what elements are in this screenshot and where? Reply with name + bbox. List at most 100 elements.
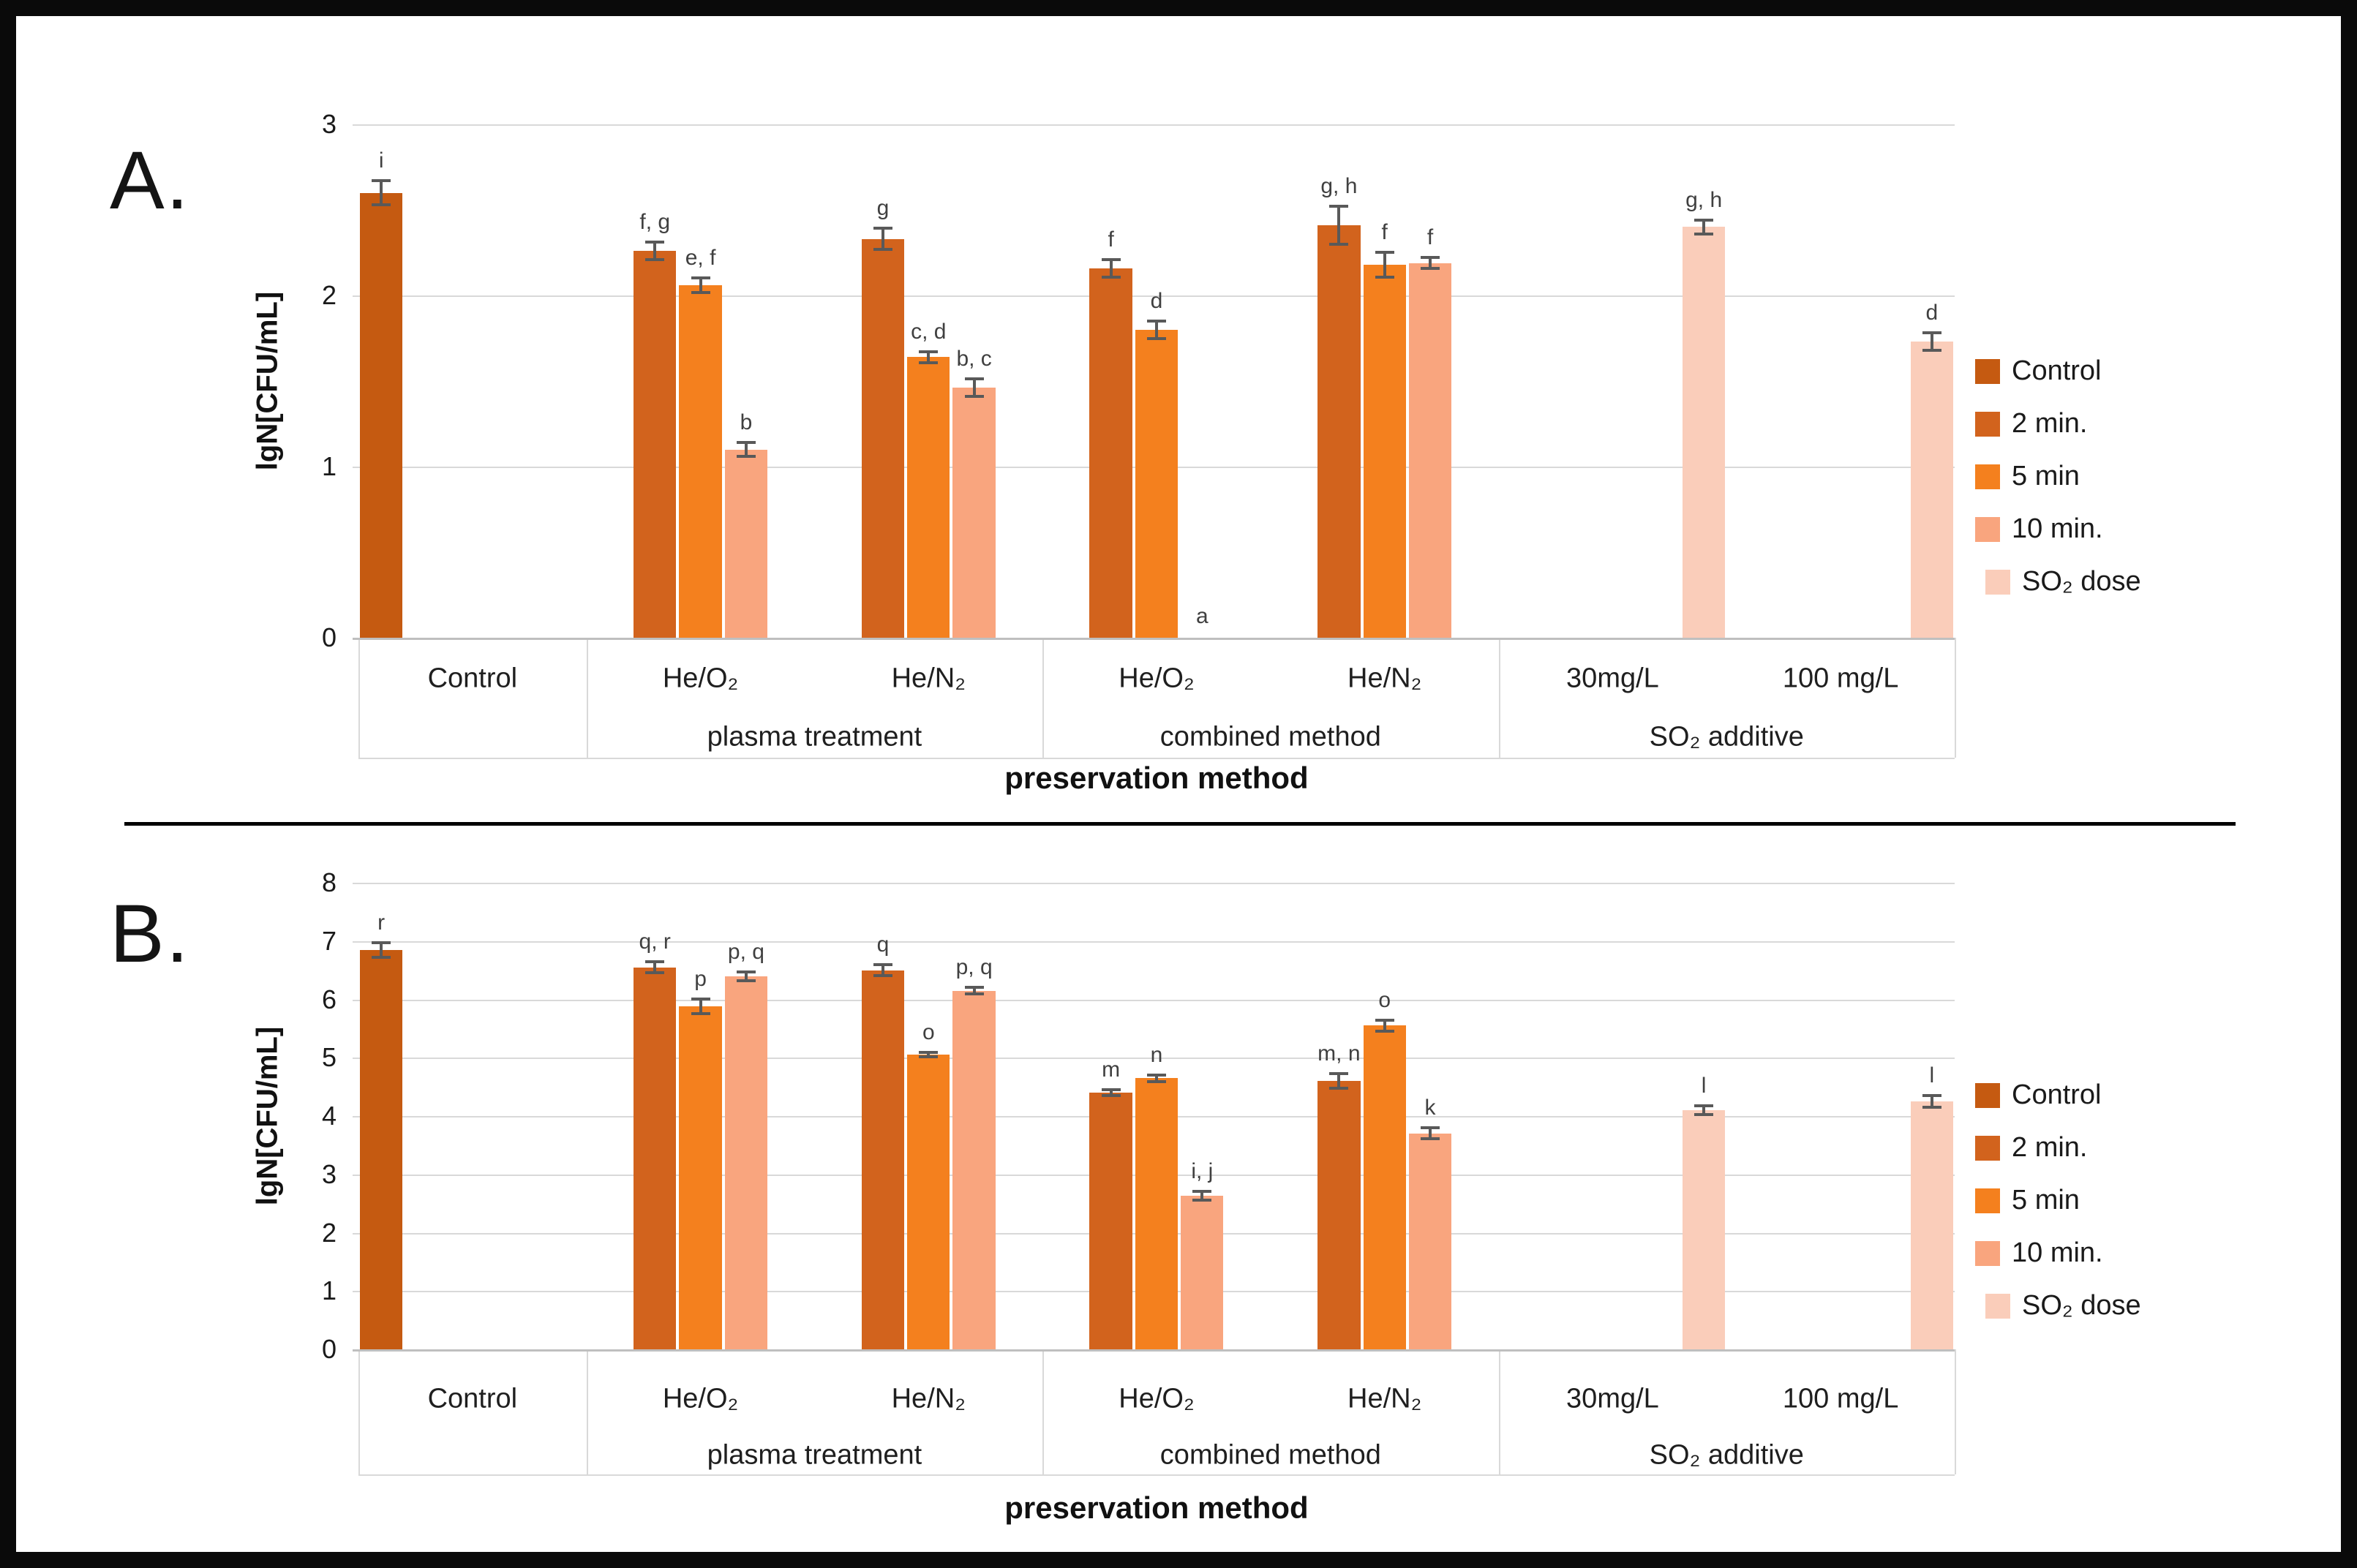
category-label: He/N₂ bbox=[891, 1383, 966, 1414]
error-bar bbox=[736, 440, 756, 459]
error-bar bbox=[1101, 257, 1121, 279]
error-bar bbox=[919, 1051, 939, 1059]
significance-letter: l bbox=[1701, 1074, 1707, 1098]
y-tick-label: 6 bbox=[321, 984, 337, 1014]
error-bar bbox=[645, 960, 665, 975]
significance-letter: l bbox=[1929, 1063, 1935, 1088]
legend-swatch bbox=[1985, 569, 2010, 595]
category-label: Control bbox=[427, 663, 518, 694]
error-bar-cap bbox=[1147, 1079, 1166, 1083]
error-bar bbox=[1375, 251, 1394, 279]
bar bbox=[1408, 263, 1452, 638]
legend-swatch bbox=[1975, 358, 2000, 384]
x-axis-line bbox=[353, 638, 1955, 640]
bar bbox=[1135, 1078, 1178, 1349]
error-bar-stem bbox=[744, 970, 748, 982]
legend-label: Control bbox=[2012, 1079, 2102, 1110]
significance-letter: o bbox=[922, 1020, 935, 1045]
error-bar-cap bbox=[1694, 1104, 1714, 1108]
error-bar bbox=[873, 227, 892, 252]
error-bar-cap bbox=[964, 395, 984, 399]
error-bar-cap bbox=[873, 248, 892, 252]
error-bar bbox=[372, 178, 391, 207]
legend-swatch bbox=[1975, 1188, 2000, 1213]
gridline bbox=[353, 1058, 1955, 1060]
category-label: 30mg/L bbox=[1566, 1383, 1659, 1414]
error-bar bbox=[372, 941, 391, 959]
gridline bbox=[353, 883, 1955, 884]
error-bar bbox=[1694, 218, 1714, 236]
error-bar-cap bbox=[1192, 1190, 1212, 1194]
bar bbox=[1682, 1110, 1726, 1349]
significance-letter: a bbox=[1195, 604, 1208, 628]
error-bar-cap bbox=[645, 971, 665, 975]
significance-letter: k bbox=[1424, 1096, 1436, 1120]
error-bar-cap bbox=[645, 258, 665, 262]
error-bar bbox=[919, 350, 939, 364]
significance-letter: q, r bbox=[639, 930, 671, 954]
category-band-separator bbox=[1498, 1349, 1500, 1474]
error-bar-stem bbox=[1200, 1190, 1204, 1202]
error-bar-cap bbox=[919, 350, 939, 353]
category-band-bottom-border bbox=[358, 1474, 1955, 1476]
bar bbox=[1910, 342, 1953, 638]
legend-entry: Control bbox=[1975, 355, 2102, 387]
error-bar-stem bbox=[699, 998, 702, 1016]
error-bar-cap bbox=[1147, 319, 1166, 323]
error-bar bbox=[1147, 1073, 1166, 1083]
significance-letter: c, d bbox=[911, 319, 947, 344]
bar bbox=[1910, 1101, 1953, 1349]
bar bbox=[1363, 264, 1406, 638]
error-bar-cap bbox=[736, 455, 756, 459]
legend-label: Control bbox=[2012, 355, 2102, 386]
category-label: He/O₂ bbox=[1119, 663, 1195, 694]
bar bbox=[1181, 1196, 1224, 1349]
y-tick-label: 2 bbox=[321, 1217, 337, 1248]
bar bbox=[1408, 1133, 1452, 1349]
error-bar-stem bbox=[1930, 331, 1933, 353]
category-band-separator bbox=[1955, 1349, 1956, 1474]
legend-label: 10 min. bbox=[2012, 1237, 2103, 1268]
error-bar-stem bbox=[653, 241, 657, 262]
significance-letter: d bbox=[1150, 288, 1163, 313]
error-bar-stem bbox=[1155, 1073, 1158, 1083]
error-bar-cap bbox=[736, 970, 756, 973]
error-bar-stem bbox=[653, 960, 657, 975]
y-tick-label: 1 bbox=[321, 451, 337, 481]
x-axis-line bbox=[353, 1349, 1955, 1352]
group-label: combined method bbox=[1159, 1439, 1381, 1471]
y-tick-label: 3 bbox=[321, 109, 337, 139]
bar bbox=[1317, 225, 1361, 638]
error-bar bbox=[1694, 1104, 1714, 1116]
bar bbox=[634, 251, 677, 638]
error-bar-cap bbox=[372, 203, 391, 207]
error-bar-stem bbox=[972, 986, 976, 995]
x-axis-title: preservation method bbox=[1004, 761, 1309, 795]
error-bar-cap bbox=[1147, 336, 1166, 340]
error-bar bbox=[1101, 1088, 1121, 1098]
category-label: He/N₂ bbox=[891, 663, 966, 694]
bar bbox=[679, 284, 722, 638]
category-label: Control bbox=[427, 1383, 518, 1414]
category-band-separator bbox=[358, 1349, 360, 1474]
error-bar-cap bbox=[919, 1055, 939, 1059]
error-bar-stem bbox=[1429, 256, 1432, 270]
legend-swatch bbox=[1975, 464, 2000, 489]
error-bar-cap bbox=[1922, 331, 1941, 335]
error-bar bbox=[964, 986, 984, 995]
significance-letter: m, n bbox=[1317, 1041, 1361, 1066]
error-bar-cap bbox=[372, 178, 391, 182]
significance-letter: p, q bbox=[727, 939, 764, 964]
significance-letter: g, h bbox=[1685, 187, 1723, 212]
error-bar-cap bbox=[1421, 1126, 1440, 1130]
y-tick-label: 2 bbox=[321, 280, 337, 310]
error-bar bbox=[691, 998, 710, 1016]
error-bar-cap bbox=[873, 974, 892, 978]
group-label: combined method bbox=[1159, 721, 1381, 753]
error-bar-stem bbox=[1429, 1126, 1432, 1141]
error-bar bbox=[1147, 319, 1166, 340]
bar bbox=[907, 357, 950, 638]
significance-letter: o bbox=[1378, 987, 1391, 1012]
significance-letter: d bbox=[1925, 301, 1939, 325]
